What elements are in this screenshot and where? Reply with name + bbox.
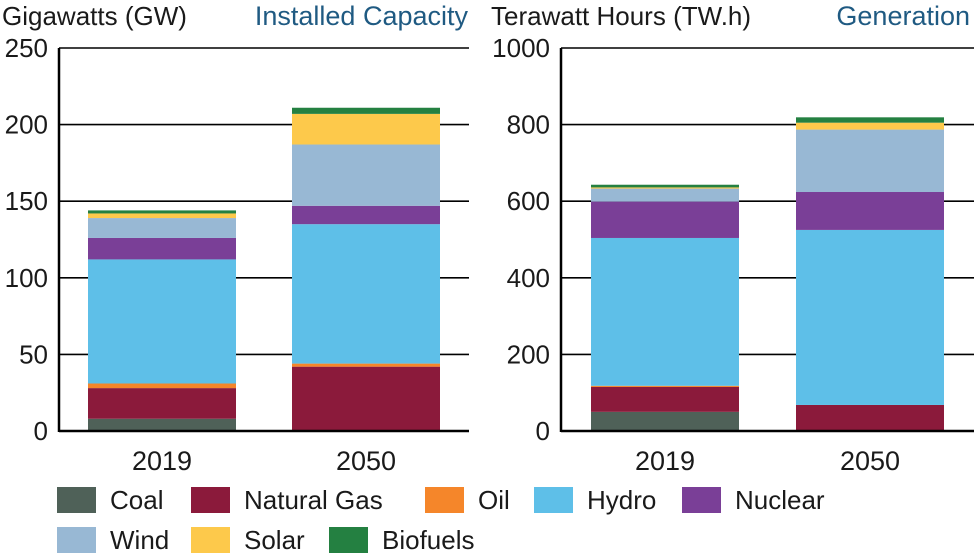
bar-solar-2050 [796,122,944,130]
x-category-2019: 2019 [635,446,695,476]
legend-swatch [191,527,230,553]
bar-oil-2019 [88,383,236,389]
bar-solar-2019 [88,213,236,219]
bar-hydro-2019 [591,237,739,386]
legend-swatch [534,487,573,513]
bar-hydro-2050 [292,224,440,364]
bar-oil-2050 [292,363,440,367]
bar-coal-2019 [88,418,236,431]
bar-wind-2050 [292,144,440,206]
bar-nuclear-2019 [88,237,236,260]
left-chart: 0 50 100 150 200 250 2019 2050 [5,33,469,476]
y-tick-100: 100 [5,263,48,293]
x-category-2050: 2050 [840,446,900,476]
bar-solar-2019 [591,187,739,189]
y-tick-800: 800 [507,110,550,140]
y-tick-200: 200 [507,339,550,369]
legend-item-hydro: Hydro [534,485,656,515]
y-tick-400: 400 [507,263,550,293]
bar-natural-gas-2050 [796,404,944,431]
legend-swatch [425,487,464,513]
y-tick-600: 600 [507,186,550,216]
y-tick-150: 150 [5,186,48,216]
right-chart-title: Generation [836,1,970,31]
legend: Coal Natural Gas Oil Hydro Nuclear Wind Solar B… [57,485,825,554]
legend-label: Natural Gas [244,485,383,515]
legend-label: Nuclear [735,485,825,515]
bar-coal-2019 [591,411,739,431]
y-tick-1000: 1000 [492,33,550,63]
bar-nuclear-2050 [796,192,944,230]
legend-label: Oil [478,485,510,515]
legend-label: Coal [110,485,163,515]
legend-label: Biofuels [382,525,475,554]
legend-swatch [191,487,230,513]
legend-item-coal: Coal [57,485,163,515]
y-tick-0: 0 [536,416,550,446]
y-tick-0: 0 [34,416,48,446]
bar-natural-gas-2019 [591,386,739,412]
bar-solar-2050 [292,113,440,145]
right-ylabel: Terawatt Hours (TW.h) [491,1,751,31]
legend-item-biofuels: Biofuels [329,525,475,554]
bar-nuclear-2050 [292,205,440,225]
left-ylabel: Gigawatts (GW) [2,1,187,31]
legend-item-natural-gas: Natural Gas [191,485,383,515]
bar-biofuels-2050 [292,107,440,114]
legend-swatch [57,487,96,513]
y-tick-50: 50 [19,339,48,369]
bar-biofuels-2050 [796,117,944,123]
bar-natural-gas-2050 [292,366,440,431]
right-chart: 0 200 400 600 800 1000 2019 2050 [492,33,974,476]
bar-biofuels-2019 [591,184,739,188]
y-tick-250: 250 [5,33,48,63]
x-category-2050: 2050 [336,446,396,476]
bar-wind-2019 [591,188,739,202]
bar-hydro-2050 [796,229,944,405]
bar-wind-2019 [88,218,236,238]
legend-label: Wind [110,525,169,554]
legend-item-nuclear: Nuclear [682,485,825,515]
x-category-2019: 2019 [132,446,192,476]
bar-hydro-2019 [88,259,236,384]
legend-swatch [329,527,368,553]
bar-biofuels-2019 [88,210,236,214]
legend-item-oil: Oil [425,485,510,515]
left-chart-title: Installed Capacity [255,1,469,31]
legend-label: Solar [244,525,305,554]
legend-item-solar: Solar [191,525,305,554]
legend-label: Hydro [587,485,656,515]
bar-wind-2050 [796,129,944,193]
bar-nuclear-2019 [591,201,739,238]
legend-swatch [682,487,721,513]
y-tick-200: 200 [5,110,48,140]
legend-swatch [57,527,96,553]
bar-oil-2019 [591,385,739,387]
legend-item-wind: Wind [57,525,169,554]
bar-natural-gas-2019 [88,388,236,419]
